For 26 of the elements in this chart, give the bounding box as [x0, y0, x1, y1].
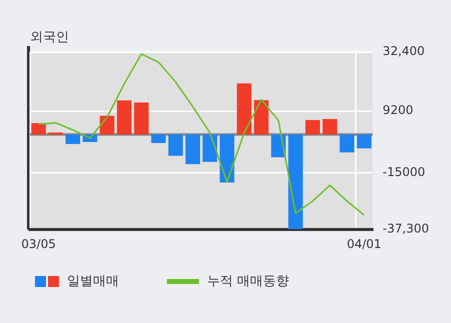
- bar: [202, 134, 218, 162]
- bar: [305, 120, 320, 135]
- bar: [151, 134, 166, 143]
- bar: [254, 100, 269, 135]
- bar: [220, 134, 234, 182]
- bar: [340, 134, 354, 152]
- bar: [356, 134, 372, 148]
- bar: [100, 116, 114, 135]
- bar: [66, 134, 80, 144]
- legend-label: 일별매매: [67, 273, 119, 290]
- legend-label: 누적 매매동향: [207, 273, 290, 290]
- x-tick-label: 03/05: [21, 236, 56, 251]
- bar: [134, 102, 149, 135]
- y-tick-label: -15000: [382, 164, 426, 179]
- chart-title: 외국인: [30, 29, 69, 46]
- x-tick-label: 04/01: [346, 236, 382, 251]
- y-tick-label: 9200: [382, 103, 414, 118]
- y-tick-label: 32,400: [382, 44, 425, 58]
- bar: [31, 123, 46, 135]
- bar: [236, 83, 252, 135]
- bar: [288, 134, 303, 230]
- bar: [185, 134, 200, 164]
- y-tick-label: -37,300: [382, 222, 430, 236]
- bar: [322, 119, 338, 135]
- bar: [116, 100, 132, 135]
- bar: [168, 134, 183, 156]
